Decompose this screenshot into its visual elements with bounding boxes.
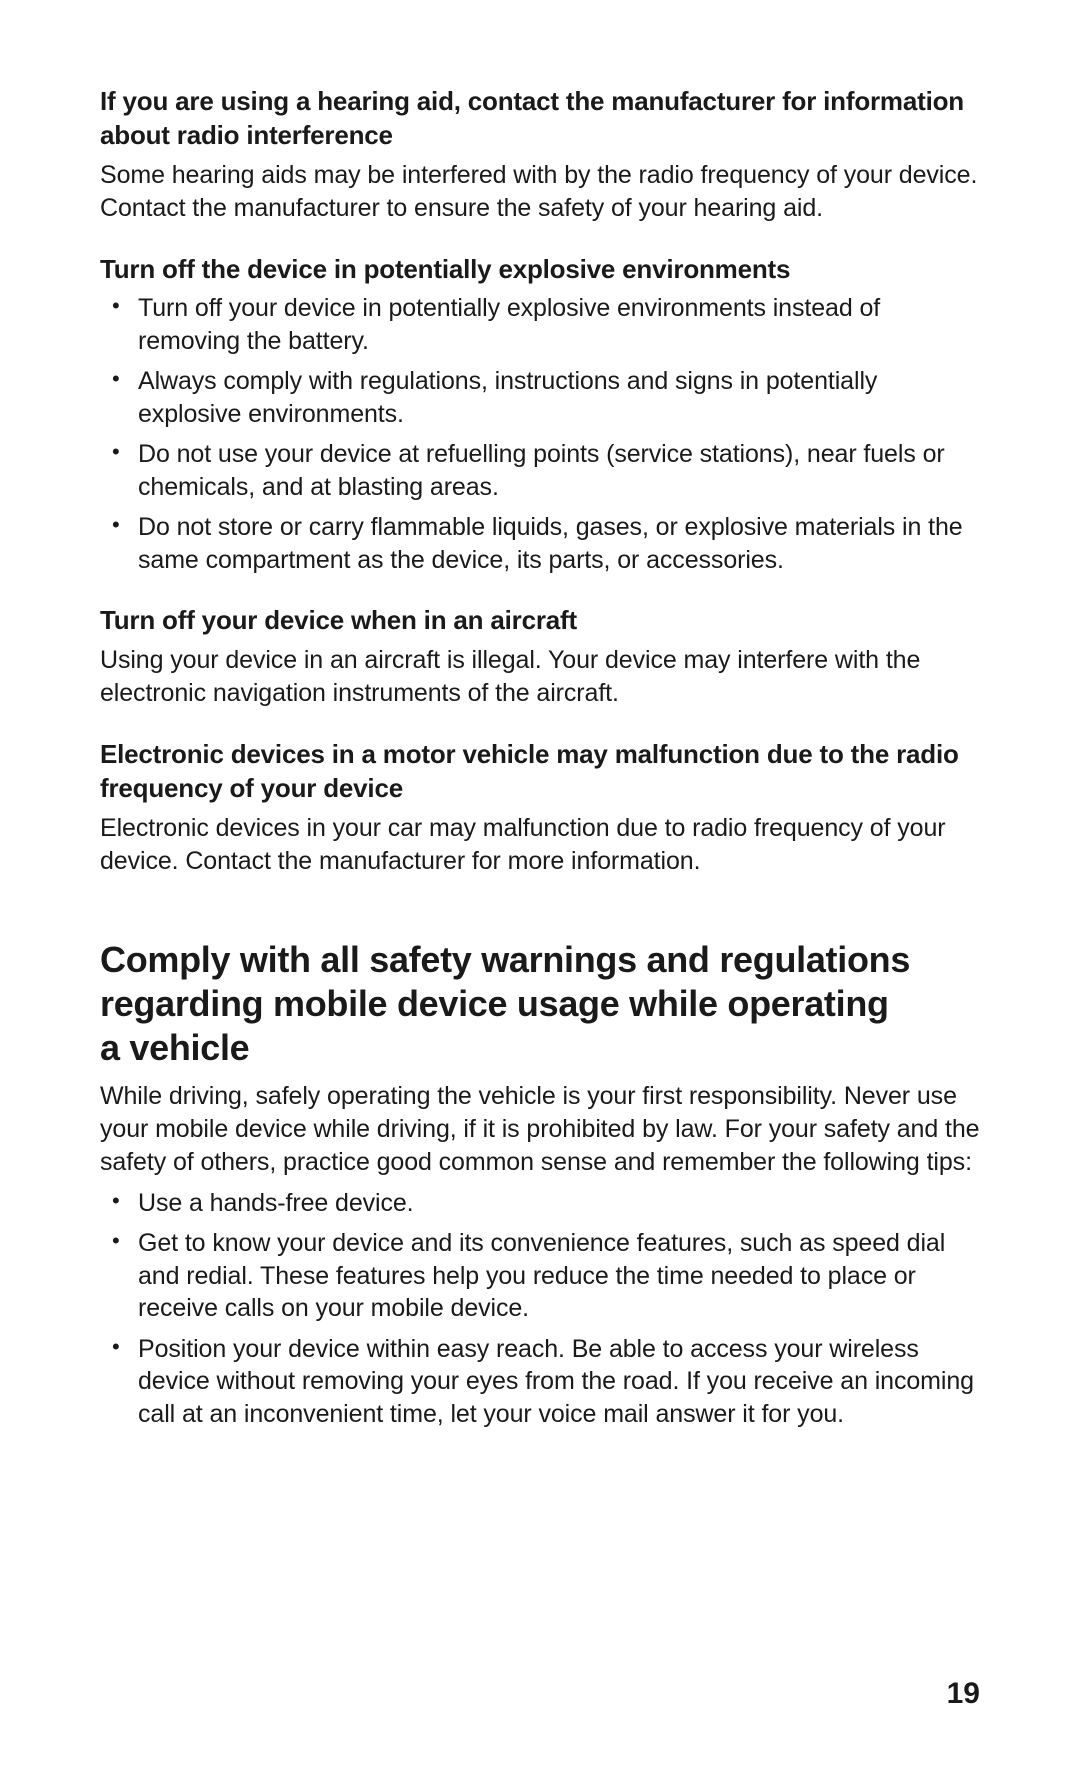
section-heading: Electronic devices in a motor vehicle ma…	[100, 738, 980, 806]
list-item: Get to know your device and its convenie…	[100, 1227, 980, 1325]
page-number: 19	[947, 1677, 980, 1711]
list-item: Do not use your device at refuelling poi…	[100, 438, 980, 503]
h1-heading: Comply with all safety warnings and regu…	[100, 938, 980, 1070]
section-explosive-env: Turn off the device in potentially explo…	[100, 253, 980, 577]
section-hearing-aid: If you are using a hearing aid, contact …	[100, 85, 980, 225]
list-item: Use a hands-free device.	[100, 1187, 980, 1220]
section-heading: If you are using a hearing aid, contact …	[100, 85, 980, 153]
bullet-list: Use a hands-free device. Get to know you…	[100, 1187, 980, 1431]
bullet-list: Turn off your device in potentially expl…	[100, 292, 980, 576]
body-text: Using your device in an aircraft is ille…	[100, 644, 980, 710]
list-item: Always comply with regulations, instruct…	[100, 365, 980, 430]
body-text: While driving, safely operating the vehi…	[100, 1080, 980, 1179]
document-page: If you are using a hearing aid, contact …	[0, 0, 1080, 1430]
section-aircraft: Turn off your device when in an aircraft…	[100, 604, 980, 710]
list-item: Position your device within easy reach. …	[100, 1333, 980, 1431]
body-text: Electronic devices in your car may malfu…	[100, 812, 980, 878]
section-heading: Turn off your device when in an aircraft	[100, 604, 980, 638]
body-text: Some hearing aids may be interfered with…	[100, 159, 980, 225]
section-heading: Turn off the device in potentially explo…	[100, 253, 980, 287]
list-item: Turn off your device in potentially expl…	[100, 292, 980, 357]
list-item: Do not store or carry flammable liquids,…	[100, 511, 980, 576]
section-motor-vehicle: Electronic devices in a motor vehicle ma…	[100, 738, 980, 878]
page-fade	[0, 1541, 1080, 1771]
